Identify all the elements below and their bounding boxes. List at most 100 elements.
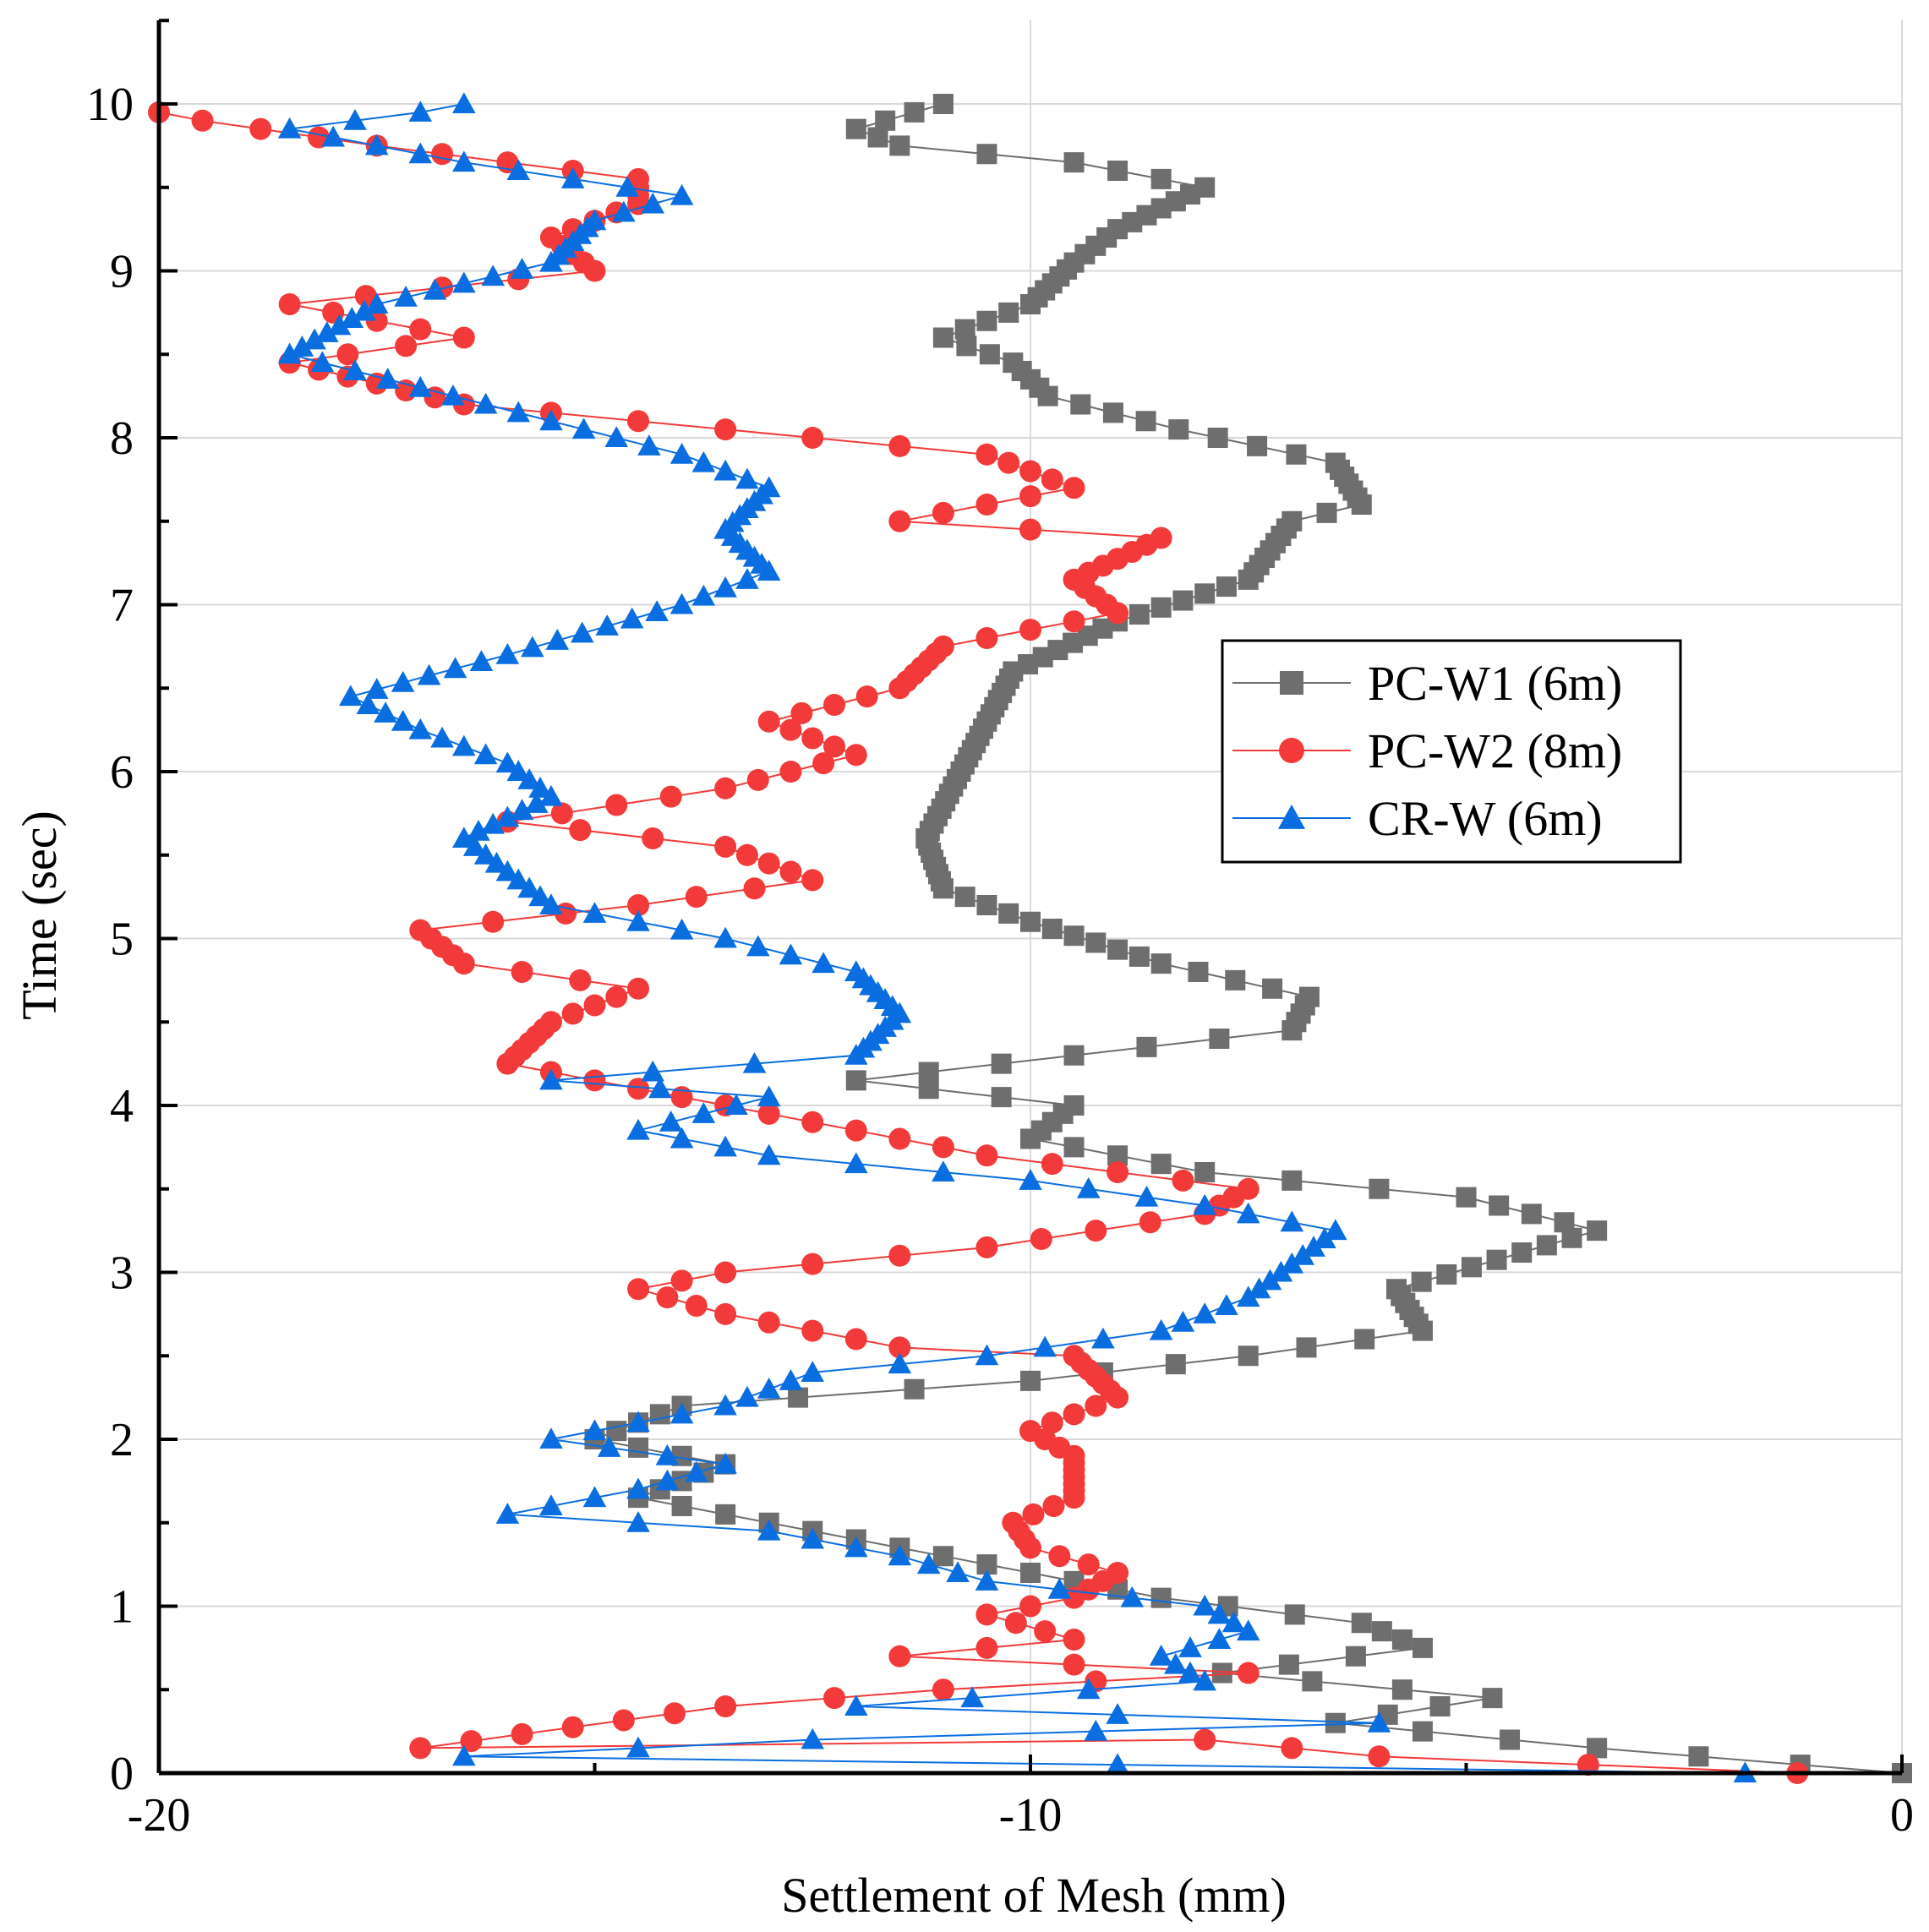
data-point — [1209, 1029, 1230, 1049]
data-point — [582, 1486, 607, 1508]
data-point — [757, 1102, 780, 1125]
data-point — [976, 144, 997, 165]
data-point — [746, 935, 770, 957]
data-point — [779, 718, 802, 741]
data-point — [714, 418, 737, 441]
data-point — [550, 802, 573, 825]
data-point — [812, 752, 835, 775]
data-point — [642, 827, 664, 849]
data-point — [443, 657, 467, 679]
data-point — [788, 1387, 809, 1408]
data-point — [1019, 518, 1041, 541]
data-point — [1076, 1176, 1101, 1198]
data-point — [1063, 477, 1085, 499]
data-point — [888, 1645, 911, 1667]
data-point — [713, 926, 737, 948]
data-point — [1324, 1219, 1347, 1241]
data-point — [539, 893, 563, 915]
data-point — [1412, 1721, 1433, 1742]
data-point — [495, 642, 520, 664]
data-point — [714, 835, 737, 858]
data-point — [1554, 1212, 1575, 1233]
data-point — [946, 1561, 970, 1583]
data-point — [801, 1361, 825, 1383]
data-point — [1207, 428, 1228, 448]
data-point — [641, 192, 665, 214]
data-point — [888, 1544, 912, 1566]
data-point — [691, 584, 716, 606]
data-point — [779, 943, 803, 965]
data-point — [1207, 1602, 1232, 1624]
data-point — [521, 636, 544, 658]
data-point — [408, 718, 433, 740]
data-point — [1168, 419, 1189, 440]
y-tick-label: 3 — [110, 1247, 134, 1300]
data-point — [670, 1269, 693, 1292]
data-point — [1107, 161, 1128, 181]
data-point — [932, 94, 954, 114]
data-point — [510, 258, 534, 279]
data-point — [743, 877, 766, 900]
y-tick-label: 4 — [110, 1080, 134, 1132]
data-point — [627, 1078, 650, 1100]
data-point — [714, 1261, 737, 1284]
y-tick-label: 8 — [110, 412, 134, 465]
data-point — [409, 919, 432, 941]
data-point — [605, 985, 628, 1008]
data-point — [528, 776, 552, 798]
data-point — [1194, 1728, 1216, 1751]
data-point — [669, 592, 694, 614]
data-point — [627, 894, 650, 916]
data-point — [1003, 352, 1024, 374]
data-point — [1486, 1249, 1507, 1270]
data-point — [713, 1394, 737, 1416]
data-point — [1120, 1585, 1145, 1607]
data-point — [757, 1085, 781, 1107]
data-point — [290, 335, 314, 357]
data-point — [473, 743, 498, 765]
data-point — [1354, 1329, 1375, 1350]
data-point — [844, 960, 868, 982]
data-point — [975, 1603, 998, 1626]
data-point — [375, 368, 400, 389]
data-point — [960, 1686, 985, 1708]
data-point — [1211, 1662, 1232, 1684]
data-point — [1070, 394, 1091, 415]
data-point — [757, 476, 781, 498]
y-tick-label: 2 — [110, 1414, 134, 1466]
data-point — [506, 401, 531, 423]
data-point — [1302, 1671, 1323, 1692]
data-point — [735, 568, 759, 589]
data-point — [645, 600, 669, 622]
data-point — [1194, 583, 1216, 604]
x-tick-label: 0 — [1890, 1789, 1914, 1842]
data-point — [1107, 939, 1128, 960]
data-point — [757, 1519, 781, 1541]
data-point — [1041, 468, 1063, 491]
data-point — [757, 852, 780, 875]
data-point — [539, 1427, 563, 1449]
data-point — [713, 459, 737, 481]
data-point — [278, 293, 301, 315]
data-point — [539, 1494, 563, 1516]
data-point — [801, 1727, 825, 1749]
data-point — [713, 576, 737, 598]
data-point — [932, 1136, 954, 1159]
data-point — [582, 902, 607, 923]
data-point — [779, 1369, 803, 1390]
data-point — [979, 344, 1000, 365]
data-point — [649, 1404, 670, 1425]
data-point — [506, 760, 531, 782]
data-point — [1085, 1220, 1107, 1242]
data-point — [364, 292, 389, 314]
data-point — [1429, 1696, 1451, 1716]
data-point — [612, 200, 636, 222]
data-point — [569, 819, 592, 842]
data-point — [1313, 1227, 1336, 1249]
data-point — [452, 1744, 476, 1766]
data-point — [1188, 962, 1209, 982]
data-point — [303, 328, 326, 350]
data-point — [1178, 1636, 1202, 1657]
data-point — [1281, 510, 1303, 532]
